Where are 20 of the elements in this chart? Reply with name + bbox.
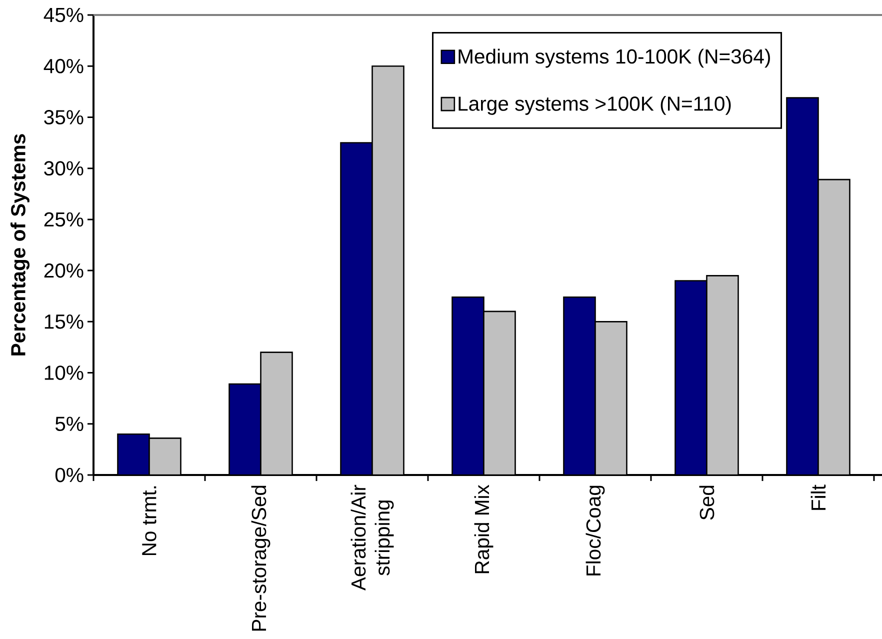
x-tick-label: No trmt. [142,486,156,556]
x-tick-label: Aeration/Air stripping [350,484,394,591]
x-tick-label: Pre-storage/Sed [251,486,270,631]
x-tick-label: Floc/Coag [586,486,605,576]
x-tick-label: Sed [699,486,714,520]
y-axis-title: Percentage of Systems [10,134,30,356]
y-tick-label: 40% [44,58,84,74]
x-tick-label: Rapid Mix [474,484,494,574]
y-tick-label: 0% [55,468,84,482]
y-tick-label: 45% [44,8,84,22]
legend-label: Large systems >100K (N=110) [458,96,731,115]
y-tick-label: 5% [55,416,84,432]
y-tick-label: 30% [44,161,84,176]
x-tick-label: Filt [810,484,826,510]
y-tick-label: 20% [44,263,84,278]
y-tick-label: 25% [44,212,84,227]
y-tick-label: 35% [44,110,84,124]
y-tick-label: 15% [44,314,84,329]
legend-label: Medium systems 10-100K (N=364) [458,48,770,68]
y-tick-label: 10% [44,366,84,380]
